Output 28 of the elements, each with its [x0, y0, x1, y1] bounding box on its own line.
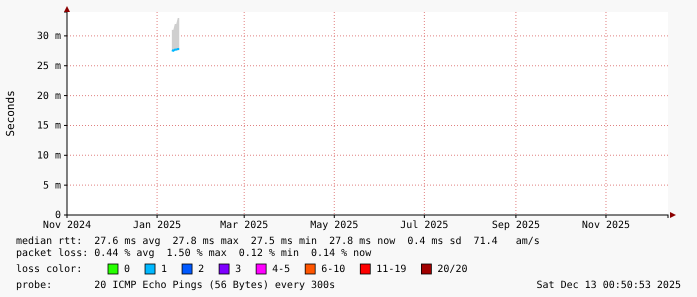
text: median rtt: 27.6 ms avg 27.8 ms max 27.5 ms min 27.8 ms now 0.4 ms sd 71.4 am/s — [16, 236, 540, 247]
y-tick-label: 0 — [54, 210, 61, 222]
text: loss color: — [16, 264, 82, 275]
y-axis-title: Seconds — [4, 90, 17, 137]
y-tick-label: 15 m — [36, 120, 61, 132]
y-tick-label: 20 m — [36, 90, 61, 102]
y-tick-label: 30 m — [36, 31, 61, 42]
text: Sat Dec 13 00:50:53 2025 — [536, 280, 681, 291]
text: 4-5 — [272, 264, 290, 275]
y-tick-label: 25 m — [36, 60, 61, 72]
text: 0 — [124, 264, 130, 275]
x-tick-label: Sep 2025 — [492, 220, 540, 232]
text: 6-10 — [321, 264, 346, 275]
y-tick-label: 5 m — [42, 180, 61, 192]
x-tick-label: Nov 2025 — [582, 220, 630, 232]
x-tick-label: Nov 2024 — [42, 220, 92, 232]
x-tick-label: Jul 2025 — [400, 220, 448, 232]
text: packet loss: 0.44 % avg 1.50 % max 0.12 % min 0.14 % now — [16, 248, 372, 259]
text: probe: 20 ICMP Echo Pings (56 Bytes) every 300s — [16, 280, 336, 291]
text: 3 — [235, 264, 242, 275]
text: 20/20 — [437, 264, 468, 275]
text: 1 — [161, 264, 168, 275]
x-tick-label: Jan 2025 — [132, 220, 182, 232]
text: 2 — [198, 264, 204, 275]
x-tick-label: May 2025 — [310, 220, 358, 232]
y-tick-label: 10 m — [36, 150, 61, 162]
x-tick-label: Mar 2025 — [220, 220, 268, 232]
text: 11-19 — [376, 264, 406, 275]
